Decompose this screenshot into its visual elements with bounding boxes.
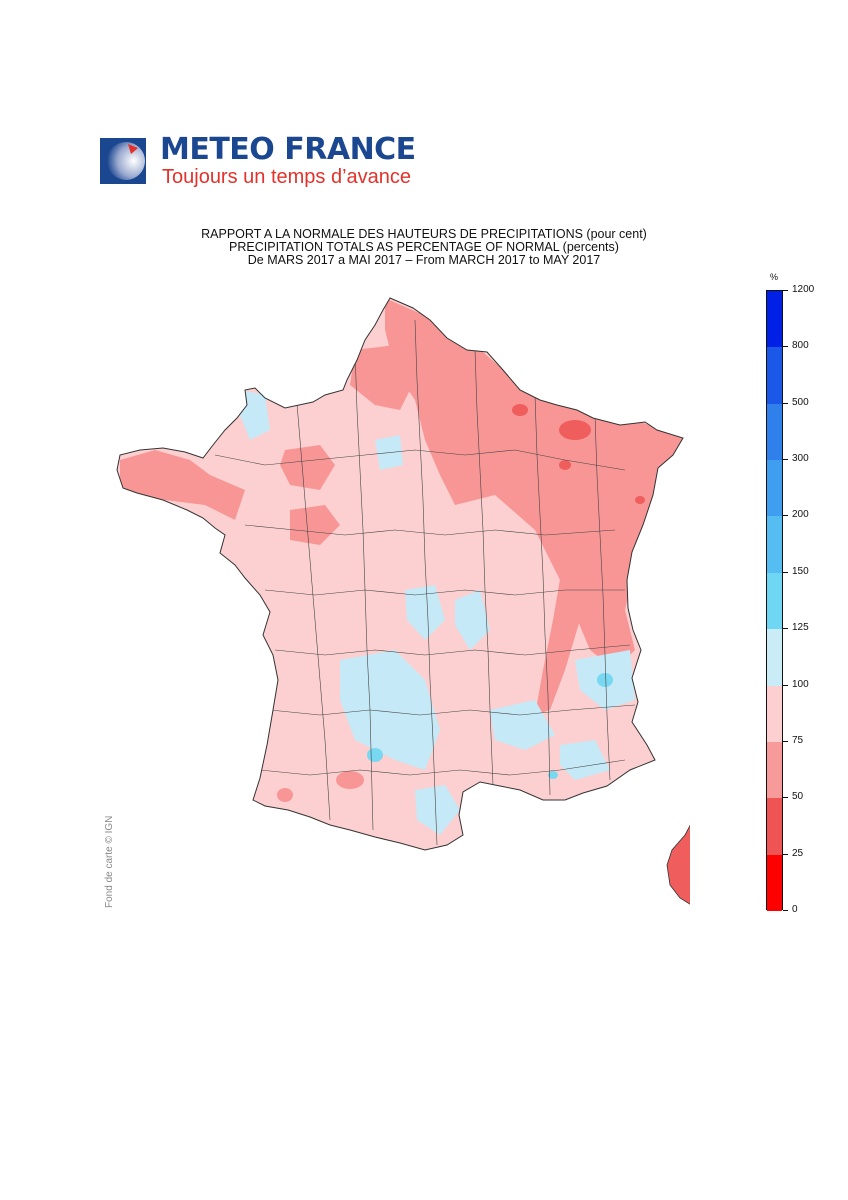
- legend-tick: [783, 290, 788, 291]
- legend-color-300: [767, 403, 782, 461]
- legend-bar: [766, 290, 783, 911]
- legend-color-800: [767, 291, 782, 348]
- anomaly-areas: [120, 298, 683, 835]
- meteo-france-emblem-icon: [100, 138, 146, 184]
- legend-tick: [783, 740, 788, 742]
- meteo-france-logo: METEO FRANCE Toujours un temps d’avance: [100, 132, 440, 190]
- legend-label: 300: [792, 453, 809, 465]
- legend-label: 75: [792, 734, 804, 746]
- legend-tick: [783, 797, 788, 799]
- legend-label: 25: [792, 847, 804, 859]
- brand-name: METEO FRANCE: [160, 132, 416, 167]
- legend-tick: [783, 910, 788, 911]
- legend-label: 500: [792, 396, 809, 408]
- legend-color-200: [767, 460, 782, 517]
- legend-tick: [783, 571, 788, 573]
- title-line-english: PRECIPITATION TOTALS AS PERCENTAGE OF NO…: [229, 240, 619, 254]
- map-title-block: RAPPORT A LA NORMALE DES HAUTEURS DE PRE…: [100, 228, 748, 267]
- legend-color-100: [767, 629, 782, 686]
- title-line-period: De MARS 2017 a MAI 2017 – From MARCH 201…: [247, 253, 601, 267]
- legend-label: 1200: [792, 284, 815, 295]
- legend-color-500: [767, 347, 782, 404]
- legend-label: 150: [792, 565, 809, 577]
- legend-label: 100: [792, 678, 809, 690]
- legend-label: 50: [792, 791, 804, 803]
- legend-label: 125: [792, 622, 809, 634]
- legend-color-75: [767, 685, 782, 742]
- legend-tick: [783, 346, 788, 348]
- title-line-french: RAPPORT A LA NORMALE DES HAUTEURS DE PRE…: [201, 227, 647, 241]
- legend-color-25: [767, 798, 782, 855]
- legend-tick: [783, 515, 788, 517]
- legend-tick: [783, 684, 788, 686]
- color-legend: % 0 25 50 75 100 125 150 200 300 500 800 1200: [760, 272, 848, 922]
- legend-tick: [783, 628, 788, 630]
- precipitation-map: [116, 297, 690, 905]
- brand-slogan: Toujours un temps d’avance: [162, 166, 412, 188]
- legend-label: 0: [792, 904, 798, 915]
- legend-tick: [783, 853, 788, 855]
- legend-color-150: [767, 516, 782, 573]
- legend-label: 200: [792, 509, 809, 521]
- legend-unit: %: [770, 272, 779, 282]
- legend-color-125: [767, 572, 782, 630]
- department-borders: [214, 319, 636, 846]
- legend-color-0: [767, 854, 782, 911]
- legend-label: 800: [792, 340, 809, 352]
- legend-color-50: [767, 741, 782, 799]
- legend-tick: [783, 459, 788, 461]
- map-credit: Fond de carte © IGN: [104, 815, 115, 908]
- legend-tick: [783, 402, 788, 404]
